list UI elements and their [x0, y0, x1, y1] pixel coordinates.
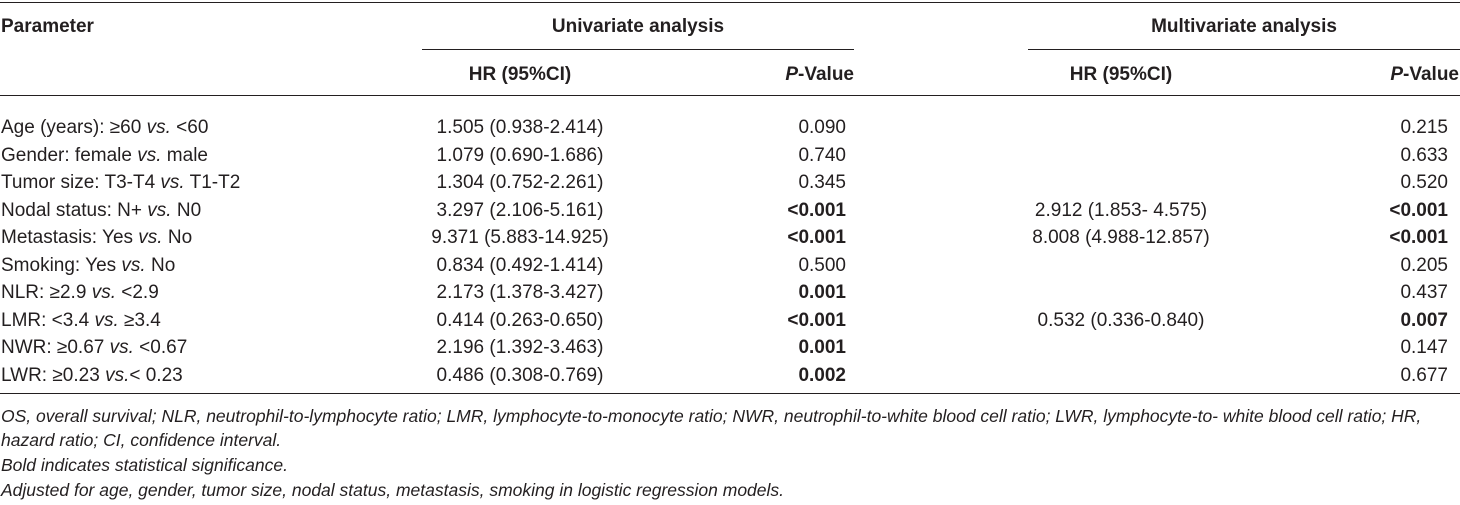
multivariate-hr-header: HR (95%CI) — [1069, 64, 1173, 85]
parameter-text: Tumor size: T3-T4 — [1, 172, 161, 193]
univariate-hr-cell: 3.297 (2.106-5.161) — [436, 199, 604, 221]
top-rule — [0, 2, 1460, 3]
multivariate-p-cell: <0.001 — [1389, 199, 1448, 221]
vs-text: vs. — [137, 144, 162, 166]
parameter-cell: Nodal status: N+ vs. N0 — [1, 201, 201, 220]
parameter-text: Smoking: Yes — [1, 254, 122, 276]
univariate-hr-cell: 9.371 (5.883-14.925) — [431, 227, 609, 248]
multivariate-hr-cell: 8.008 (4.988-12.857) — [1032, 227, 1210, 248]
univariate-hr-cell: 1.079 (0.690-1.686) — [436, 144, 604, 166]
parameter-text: Metastasis: Yes — [1, 227, 139, 248]
header-bottom-rule — [0, 95, 1460, 96]
p-italic: P — [785, 64, 799, 85]
vs-text: vs. — [146, 117, 171, 138]
vs-text: vs. — [109, 337, 134, 358]
univariate-hr-cell: 2.196 (1.392-3.463) — [436, 337, 604, 358]
adjusted-note: Adjusted for age, gender, tumor size, no… — [1, 480, 785, 500]
univariate-rule — [422, 49, 854, 50]
univariate-header: Univariate analysis — [551, 16, 725, 37]
comparator-text: No — [145, 254, 176, 276]
vs-text: vs. — [91, 282, 116, 303]
parameter-cell: NLR: ≥2.9 vs. <2.9 — [1, 283, 159, 302]
parameter-cell: Smoking: Yes vs. No — [1, 256, 175, 275]
multivariate-header: Multivariate analysis — [1151, 16, 1337, 37]
parameter-header: Parameter — [1, 16, 94, 37]
univariate-p-header: P-Value — [785, 65, 854, 84]
bold-note: Bold indicates statistical significance. — [1, 455, 288, 475]
parameter-cell: Tumor size: T3-T4 vs. T1-T2 — [1, 173, 240, 192]
parameter-text: NLR: ≥2.9 — [1, 282, 92, 303]
p-suffix: -Value — [798, 64, 854, 85]
parameter-cell: Gender: female vs. male — [1, 146, 208, 165]
multivariate-p-cell: 0.007 — [1400, 309, 1448, 331]
multivariate-p-cell: 0.677 — [1400, 364, 1448, 386]
vs-text: vs. — [121, 254, 146, 276]
multivariate-p-cell: 0.520 — [1400, 172, 1448, 193]
univariate-hr-cell: 0.414 (0.263-0.650) — [436, 309, 604, 331]
univariate-p-cell: <0.001 — [787, 309, 846, 331]
multivariate-p-cell: 0.437 — [1400, 282, 1448, 303]
comparator-text: <0.67 — [133, 337, 188, 358]
comparator-text: male — [161, 144, 208, 166]
multivariate-p-cell: 0.147 — [1400, 337, 1448, 358]
univariate-hr-cell: 1.304 (0.752-2.261) — [436, 172, 604, 193]
univariate-p-cell: 0.345 — [798, 172, 846, 193]
vs-text: vs. — [94, 309, 119, 331]
multivariate-hr-cell: 2.912 (1.853- 4.575) — [1034, 199, 1208, 221]
parameter-text: LMR: <3.4 — [1, 309, 95, 331]
parameter-text: NWR: ≥0.67 — [1, 337, 110, 358]
univariate-hr-cell: 2.173 (1.378-3.427) — [436, 282, 604, 303]
multivariate-p-header: P-Value — [1390, 65, 1459, 84]
univariate-p-cell: 0.001 — [798, 282, 846, 303]
univariate-hr-cell: 0.834 (0.492-1.414) — [436, 254, 604, 276]
univariate-p-cell: 0.090 — [798, 117, 846, 138]
parameter-cell: NWR: ≥0.67 vs. <0.67 — [1, 338, 187, 357]
univariate-p-cell: 0.001 — [798, 337, 846, 358]
comparator-text: <2.9 — [115, 282, 159, 303]
parameter-cell: Age (years): ≥60 vs. <60 — [1, 118, 208, 137]
abbreviations-note: OS, overall survival; NLR, neutrophil-to… — [1, 406, 1422, 450]
comparator-text: No — [162, 227, 193, 248]
comparator-text: N0 — [171, 199, 202, 221]
univariate-p-cell: 0.002 — [798, 364, 846, 386]
multivariate-p-cell: 0.215 — [1400, 117, 1448, 138]
comparator-text: ≥3.4 — [118, 309, 161, 331]
parameter-text: Nodal status: N+ — [1, 199, 148, 221]
parameter-text: LWR: ≥0.23 — [1, 364, 106, 386]
multivariate-hr-cell: 0.532 (0.336-0.840) — [1037, 309, 1205, 331]
univariate-p-cell: <0.001 — [787, 227, 846, 248]
multivariate-rule — [1028, 49, 1460, 50]
parameter-text: Age (years): ≥60 — [1, 117, 147, 138]
comparator-text: T1-T2 — [184, 172, 241, 193]
vs-text: vs. — [160, 172, 185, 193]
univariate-p-cell: 0.740 — [798, 144, 846, 166]
univariate-hr-cell: 0.486 (0.308-0.769) — [436, 364, 604, 386]
multivariate-p-cell: <0.001 — [1389, 227, 1448, 248]
comparator-text: <60 — [170, 117, 209, 138]
parameter-cell: LWR: ≥0.23 vs.< 0.23 — [1, 366, 183, 385]
multivariate-p-cell: 0.633 — [1400, 144, 1448, 166]
p-italic: P — [1390, 64, 1404, 85]
vs-text: vs. — [138, 227, 163, 248]
univariate-hr-header: HR (95%CI) — [468, 64, 572, 85]
multivariate-p-cell: 0.205 — [1400, 254, 1448, 276]
parameter-text: Gender: female — [1, 144, 138, 166]
parameter-cell: Metastasis: Yes vs. No — [1, 228, 192, 247]
vs-text: vs. — [147, 199, 172, 221]
univariate-hr-cell: 1.505 (0.938-2.414) — [436, 117, 604, 138]
p-suffix: -Value — [1403, 64, 1459, 85]
univariate-p-cell: 0.500 — [798, 254, 846, 276]
parameter-cell: LMR: <3.4 vs. ≥3.4 — [1, 311, 161, 330]
comparator-text: < 0.23 — [129, 364, 183, 386]
table-bottom-rule — [0, 393, 1460, 394]
vs-text: vs. — [105, 364, 130, 386]
univariate-p-cell: <0.001 — [787, 199, 846, 221]
